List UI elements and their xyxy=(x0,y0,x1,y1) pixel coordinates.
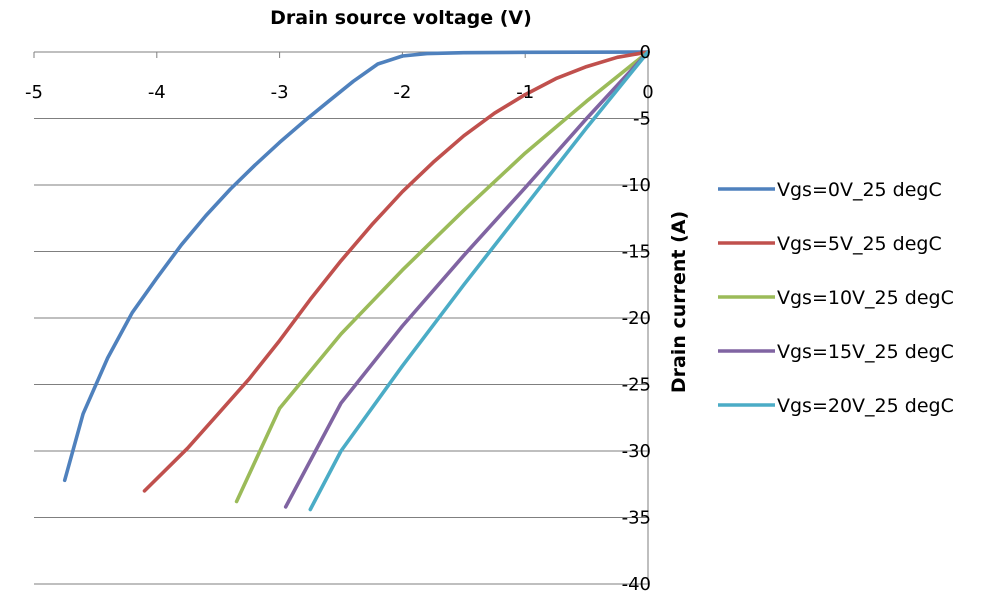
x-axis-title: Drain source voltage (V) xyxy=(270,7,532,29)
y-axis-title: Drain current (A) xyxy=(668,211,690,393)
series-line-4 xyxy=(283,50,650,509)
legend-label-3: Vgs=10V_25 degC xyxy=(777,287,954,309)
legend-label-4: Vgs=15V_25 degC xyxy=(777,341,954,363)
y-tick-label: -10 xyxy=(622,175,651,196)
series-line-1 xyxy=(62,50,650,483)
x-tick-label: -1 xyxy=(516,82,534,103)
y-tick-label: -40 xyxy=(622,574,651,595)
series-line-3 xyxy=(234,50,650,504)
gridlines xyxy=(34,51,648,585)
legend: Vgs=0V_25 degC Vgs=5V_25 degC Vgs=10V_25 d… xyxy=(718,179,954,417)
x-tick-label: -5 xyxy=(25,82,43,103)
y-tick-label: -5 xyxy=(633,109,651,130)
series-line-5 xyxy=(308,50,650,512)
x-tick-label: -4 xyxy=(148,82,166,103)
y-tick-label: -20 xyxy=(622,308,651,329)
legend-label-1: Vgs=0V_25 degC xyxy=(777,179,942,201)
tick-labels: -5 -4 -3 -2 -1 00-5-10-15-20-25-30-35-40 xyxy=(25,42,654,595)
series-lines xyxy=(62,50,650,512)
y-tick-label: -15 xyxy=(622,242,651,263)
legend-label-5: Vgs=20V_25 degC xyxy=(777,395,954,417)
y-tick-label: -30 xyxy=(622,441,651,462)
y-tick-label: -35 xyxy=(622,508,651,529)
x-tick-label: 0 xyxy=(642,82,653,103)
legend-label-2: Vgs=5V_25 degC xyxy=(777,233,942,255)
x-tick-label: -2 xyxy=(393,82,411,103)
y-tick-label: -25 xyxy=(622,375,651,396)
x-tick-label: -3 xyxy=(271,82,289,103)
y-tick-label: 0 xyxy=(640,42,651,63)
series-line-2 xyxy=(142,50,650,493)
